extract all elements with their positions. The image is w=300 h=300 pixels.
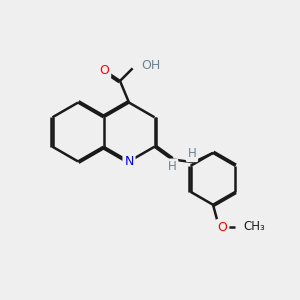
Text: O: O — [218, 221, 227, 234]
Text: O: O — [100, 64, 109, 77]
Text: CH₃: CH₃ — [243, 220, 265, 233]
Text: H: H — [188, 147, 196, 161]
Text: OH: OH — [141, 59, 160, 72]
Text: N: N — [124, 155, 134, 168]
Text: H: H — [168, 160, 177, 173]
